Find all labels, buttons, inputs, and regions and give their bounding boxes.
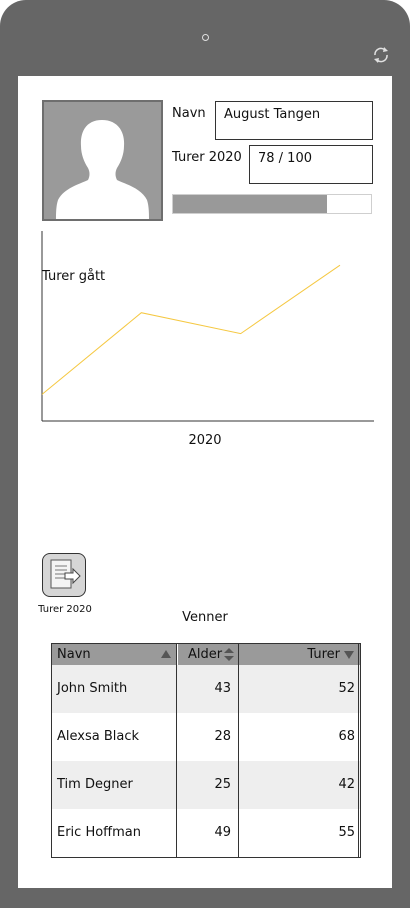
chart-title: Turer gått <box>42 269 106 284</box>
column-divider <box>358 644 359 857</box>
column-header-trips[interactable]: Turer <box>239 644 360 665</box>
sort-descending-icon <box>344 651 354 659</box>
trips-field[interactable]: 78 / 100 <box>249 145 373 184</box>
camera-dot <box>202 34 209 41</box>
export-button-label: Turer 2020 <box>38 604 92 615</box>
name-label: Navn <box>172 106 206 121</box>
name-field[interactable]: August Tangen <box>215 101 373 140</box>
cell-trips: 42 <box>338 777 355 792</box>
cell-trips: 52 <box>338 681 355 696</box>
sort-both-icon <box>224 648 234 661</box>
cell-name: Eric Hoffman <box>57 825 142 840</box>
avatar[interactable] <box>42 100 163 221</box>
trips-progress-bar <box>172 194 372 214</box>
table-row[interactable]: Eric Hoffman 49 55 <box>52 809 360 857</box>
person-silhouette-icon <box>56 120 149 219</box>
cell-age: 43 <box>214 681 231 696</box>
column-header-name[interactable]: Navn <box>52 644 177 665</box>
table-row[interactable]: John Smith 43 52 <box>52 665 360 713</box>
table-row[interactable]: Alexsa Black 28 68 <box>52 713 360 761</box>
cell-trips: 55 <box>338 825 355 840</box>
table-row[interactable]: Tim Degner 25 42 <box>52 761 360 809</box>
cell-name: Tim Degner <box>57 777 133 792</box>
chart-series-line <box>41 264 341 395</box>
column-divider <box>176 644 177 857</box>
trips-label: Turer 2020 <box>172 150 242 165</box>
cell-age: 49 <box>214 825 231 840</box>
rotate-icon[interactable] <box>371 46 391 64</box>
trips-chart <box>41 231 374 422</box>
export-trips-button[interactable] <box>42 553 86 597</box>
cell-name: Alexsa Black <box>57 729 140 744</box>
cell-age: 28 <box>214 729 231 744</box>
cell-name: John Smith <box>57 681 128 696</box>
sort-ascending-icon <box>161 650 171 658</box>
column-header-age[interactable]: Alder <box>178 644 238 665</box>
chart-x-label: 2020 <box>188 433 222 448</box>
progress-fill <box>173 195 328 213</box>
app-screen: Navn August Tangen Turer 2020 78 / 100 T… <box>18 76 392 888</box>
cell-trips: 68 <box>338 729 355 744</box>
friends-title: Venner <box>182 610 228 625</box>
friends-table[interactable]: Navn Alder Turer John Smith 43 52 Alexsa… <box>51 643 361 858</box>
column-divider <box>238 644 239 857</box>
document-export-icon <box>50 559 81 589</box>
cell-age: 25 <box>214 777 231 792</box>
